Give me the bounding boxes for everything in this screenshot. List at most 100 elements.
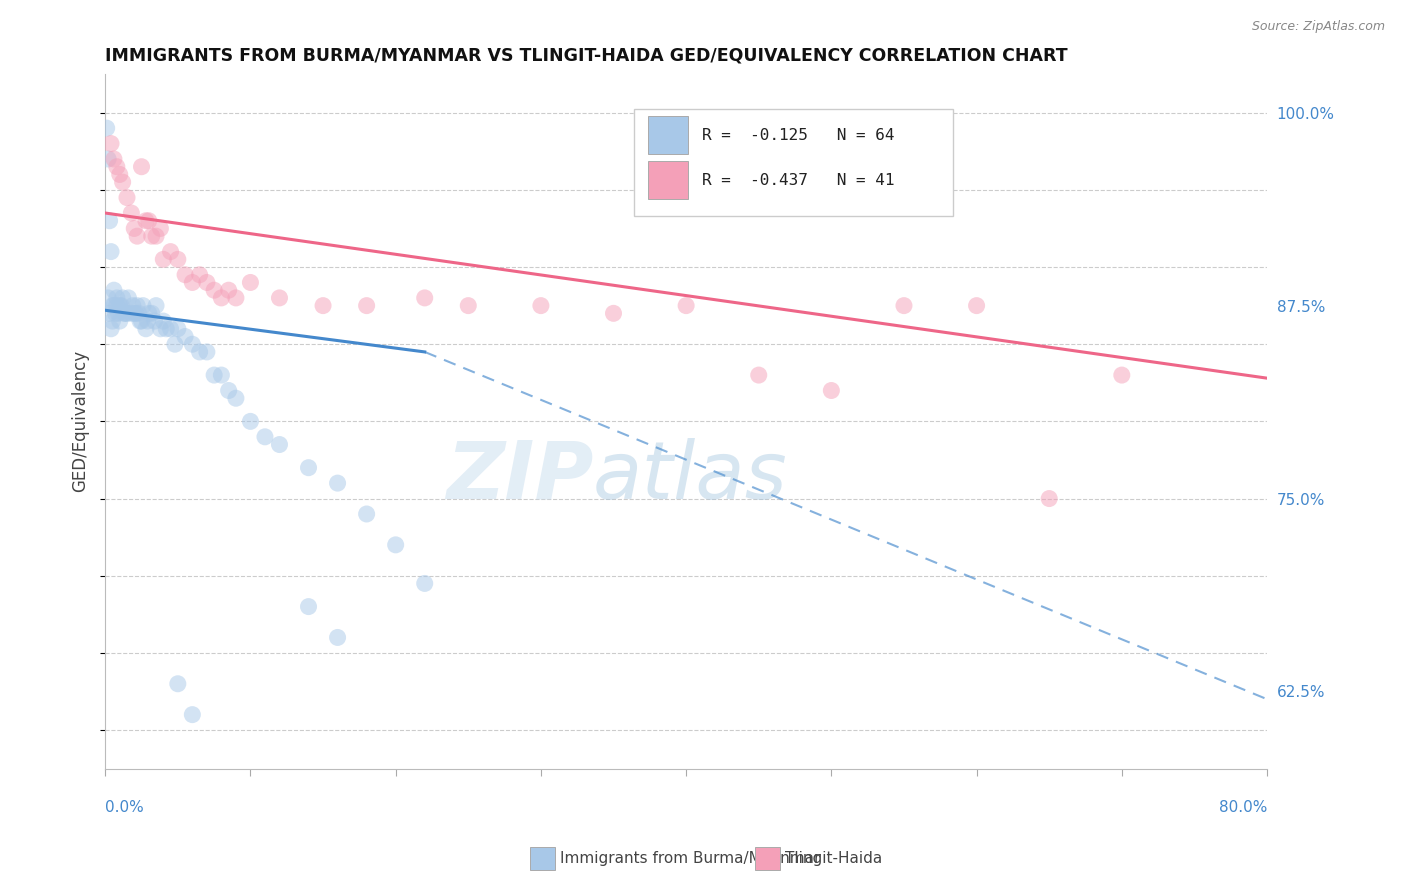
Point bbox=[149, 221, 172, 235]
Point bbox=[457, 299, 479, 313]
Text: ZIP: ZIP bbox=[446, 438, 593, 516]
Point bbox=[141, 306, 163, 320]
Bar bbox=[648, 161, 689, 199]
Point bbox=[115, 191, 138, 205]
Point bbox=[297, 460, 319, 475]
Text: Immigrants from Burma/Myanmar: Immigrants from Burma/Myanmar bbox=[560, 852, 820, 866]
Point bbox=[602, 306, 624, 320]
Point bbox=[530, 299, 553, 313]
Point bbox=[269, 437, 291, 451]
Point bbox=[356, 299, 378, 313]
Point bbox=[188, 268, 211, 282]
Point bbox=[98, 213, 121, 227]
Point bbox=[152, 252, 174, 267]
Point bbox=[138, 306, 160, 320]
Bar bbox=[648, 116, 689, 154]
Point bbox=[97, 152, 120, 166]
Point bbox=[1111, 368, 1133, 382]
Point bbox=[413, 291, 436, 305]
Point bbox=[97, 291, 120, 305]
Text: IMMIGRANTS FROM BURMA/MYANMAR VS TLINGIT-HAIDA GED/EQUIVALENCY CORRELATION CHART: IMMIGRANTS FROM BURMA/MYANMAR VS TLINGIT… bbox=[105, 46, 1067, 64]
Text: Source: ZipAtlas.com: Source: ZipAtlas.com bbox=[1251, 20, 1385, 33]
Point bbox=[108, 168, 131, 182]
Point bbox=[108, 299, 131, 313]
Point bbox=[239, 414, 262, 428]
Point bbox=[98, 306, 121, 320]
Point bbox=[166, 322, 188, 336]
Point bbox=[143, 314, 166, 328]
Point bbox=[122, 306, 145, 320]
Point bbox=[218, 384, 240, 398]
Y-axis label: GED/Equivalency: GED/Equivalency bbox=[72, 351, 89, 492]
Point bbox=[675, 299, 697, 313]
Point bbox=[120, 306, 142, 320]
Point bbox=[117, 291, 139, 305]
Point bbox=[155, 322, 177, 336]
Point bbox=[202, 283, 225, 297]
Point bbox=[138, 213, 160, 227]
Point bbox=[145, 229, 167, 244]
Point bbox=[159, 244, 181, 259]
Point bbox=[297, 599, 319, 614]
Point bbox=[384, 538, 406, 552]
Point bbox=[181, 337, 204, 351]
Point bbox=[108, 314, 131, 328]
Point bbox=[253, 430, 276, 444]
Point bbox=[128, 306, 150, 320]
Point bbox=[239, 276, 262, 290]
Point bbox=[127, 229, 149, 244]
Point bbox=[129, 314, 152, 328]
Point bbox=[103, 152, 125, 166]
Point bbox=[114, 306, 136, 320]
Point bbox=[136, 314, 159, 328]
Point bbox=[195, 345, 218, 359]
Point bbox=[125, 306, 148, 320]
Point bbox=[174, 329, 197, 343]
Point bbox=[820, 384, 842, 398]
Point bbox=[225, 391, 247, 405]
Point bbox=[115, 306, 138, 320]
Text: Tlingit-Haida: Tlingit-Haida bbox=[785, 852, 882, 866]
Text: atlas: atlas bbox=[593, 438, 787, 516]
Point bbox=[112, 306, 135, 320]
Point bbox=[413, 576, 436, 591]
Point bbox=[122, 221, 145, 235]
Point bbox=[131, 160, 153, 174]
Point bbox=[202, 368, 225, 382]
Point bbox=[110, 299, 132, 313]
Point bbox=[105, 299, 128, 313]
Point bbox=[174, 268, 197, 282]
Text: R =  -0.125   N = 64: R = -0.125 N = 64 bbox=[703, 128, 894, 143]
Point bbox=[132, 299, 155, 313]
Point bbox=[103, 283, 125, 297]
Point bbox=[111, 291, 134, 305]
Point bbox=[225, 291, 247, 305]
Point bbox=[101, 314, 124, 328]
Point bbox=[145, 299, 167, 313]
Point bbox=[135, 322, 157, 336]
Point bbox=[209, 291, 232, 305]
Point bbox=[326, 476, 349, 491]
Point bbox=[100, 136, 122, 151]
Point bbox=[893, 299, 915, 313]
Point bbox=[966, 299, 988, 313]
Point bbox=[166, 677, 188, 691]
Point bbox=[100, 244, 122, 259]
Text: 80.0%: 80.0% bbox=[1219, 800, 1267, 815]
Point bbox=[163, 337, 186, 351]
Point bbox=[181, 276, 204, 290]
Point bbox=[149, 322, 172, 336]
Point bbox=[195, 276, 218, 290]
Point bbox=[326, 631, 349, 645]
Point bbox=[131, 314, 153, 328]
Point bbox=[748, 368, 770, 382]
Point bbox=[152, 314, 174, 328]
Point bbox=[356, 507, 378, 521]
Text: 0.0%: 0.0% bbox=[105, 800, 143, 815]
Point bbox=[166, 252, 188, 267]
FancyBboxPatch shape bbox=[634, 109, 953, 217]
Point bbox=[104, 306, 127, 320]
Point bbox=[1038, 491, 1060, 506]
Point bbox=[188, 345, 211, 359]
Point bbox=[269, 291, 291, 305]
